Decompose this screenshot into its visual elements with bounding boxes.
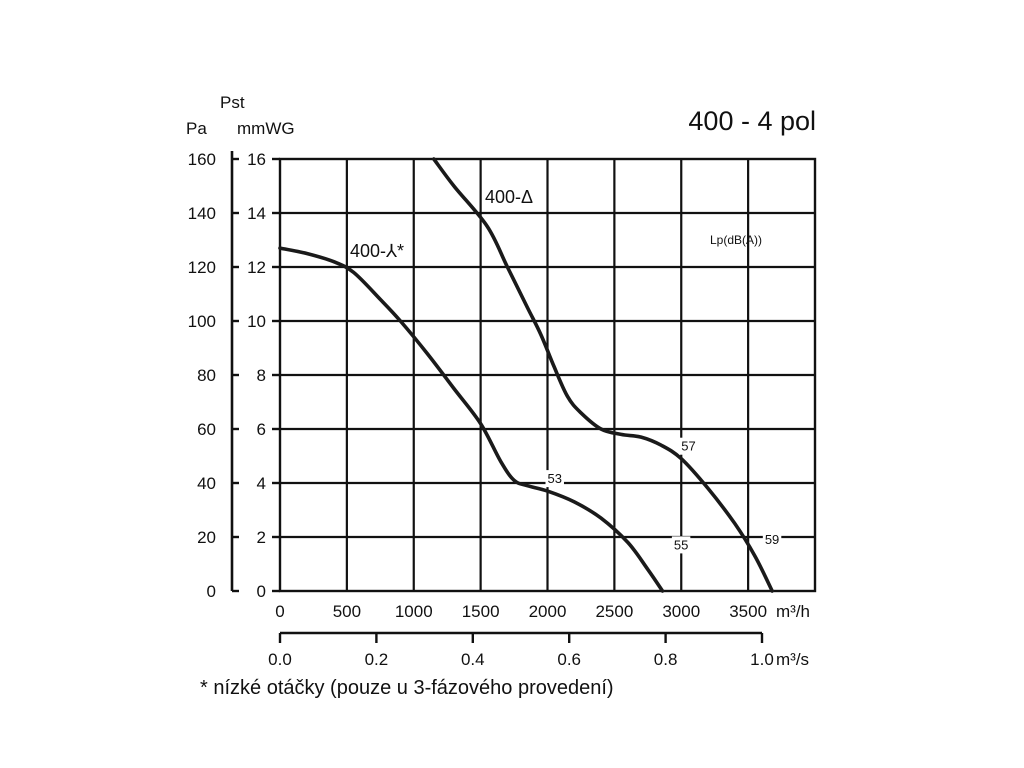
x-tick-label: 2500 [595,602,633,621]
sound-level-label: 59 [765,532,779,547]
y-left-tick-label: 40 [197,474,216,493]
x2-tick-label: 0.2 [365,650,389,669]
sound-level-label-background [545,470,564,488]
series-label-background [348,241,407,261]
y-right-tick-label: 12 [247,258,266,277]
series-label-background [483,187,536,207]
y-right-tick-label: 8 [257,366,266,385]
x-tick-label: 1000 [395,602,433,621]
series-label: 400-Δ [485,187,533,207]
y-right-tick-label: 6 [257,420,266,439]
y-left-tick-label: 120 [188,258,216,277]
y-left-tick-label: 20 [197,528,216,547]
grid [280,159,815,591]
x2-tick-label: 1.0 [750,650,774,669]
x2-unit-label: m³/s [776,650,809,669]
x-axes: 0 500 1000 1500 2000 2500 3000 3500 m³/h 0.0 0.2 0.… [268,602,810,669]
sound-level-label-background [679,437,698,455]
sound-level-label: 57 [681,439,695,454]
x-tick-label: 3500 [729,602,767,621]
sound-level-label-background [762,531,782,548]
footnote: * nízké otáčky (pouze u 3-fázového prove… [200,677,614,699]
x-tick-label: 0 [275,602,284,621]
y-left-tick-label: 0 [207,582,216,601]
y-right-tick-label: 2 [257,528,266,547]
x-unit-label: m³/h [776,602,810,621]
curves: 400-Δ 57 59 400-⅄* 53 55 [278,157,782,593]
y-left-tick-label: 60 [197,420,216,439]
x2-tick-label: 0.6 [557,650,581,669]
sound-level-label: 53 [548,471,562,486]
chart-title: 400 - 4 pol [688,106,816,136]
x-tick-label: 3000 [662,602,700,621]
x2-tick-label: 0.8 [654,650,678,669]
series-curve [432,157,774,593]
x-tick-label: 500 [333,602,361,621]
sound-level-annotation: Lp(dB(A)) [710,233,762,247]
x2-tick-label: 0.4 [461,650,485,669]
y-right-tick-label: 10 [247,312,266,331]
y-left-tick-label: 140 [188,204,216,223]
y-axis-label: Pst [220,93,245,112]
y-left-tick-label: 160 [188,150,216,169]
sound-level-label: 55 [674,537,688,552]
x2-tick-label: 0.0 [268,650,292,669]
x-tick-label: 2000 [529,602,567,621]
y-left-tick-label: 100 [188,312,216,331]
y-right-tick-label: 16 [247,150,266,169]
y-right-unit-label: mmWG [237,119,295,138]
y-left-unit-label: Pa [186,119,207,138]
x-tick-label: 1500 [462,602,500,621]
y-left-tick-label: 80 [197,366,216,385]
y-right-tick-label: 14 [247,204,266,223]
y-axes: 0 20 40 60 80 100 120 140 160 0 2 4 6 8 10 12 14 16 [188,150,280,601]
y-right-tick-label: 0 [257,582,266,601]
sound-level-label-background [671,536,691,554]
y-right-tick-label: 4 [257,474,266,493]
series-label: 400-⅄* [350,241,404,261]
series-curve [278,246,665,593]
